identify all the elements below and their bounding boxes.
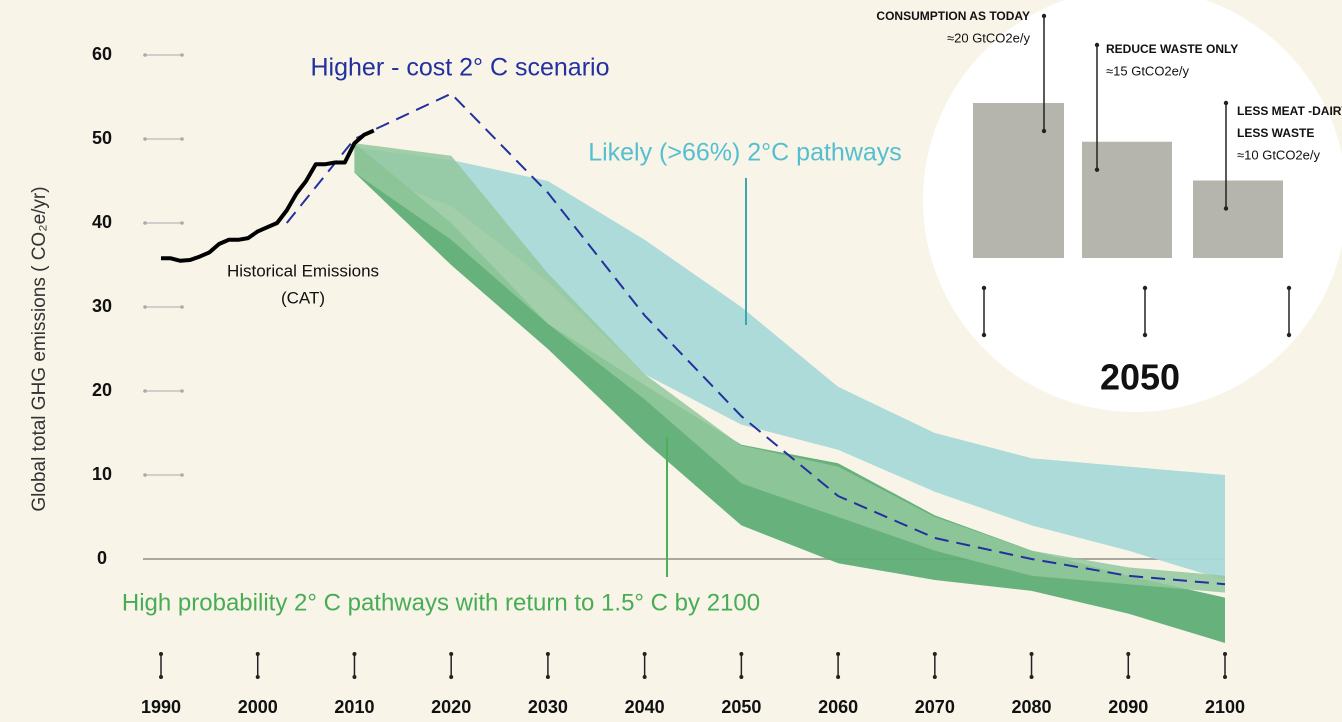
- y-tick-label: 30: [92, 296, 112, 316]
- x-tick-label: 2030: [528, 697, 568, 717]
- bar: [973, 103, 1064, 258]
- tick-dot: [1126, 675, 1131, 679]
- tick-dot: [932, 675, 937, 679]
- series-label: Higher - cost 2° C scenario: [311, 54, 610, 82]
- band-label: High probability 2° C pathways with retu…: [122, 589, 760, 616]
- tick-dot: [642, 675, 647, 679]
- pin-dot: [1223, 100, 1229, 106]
- x-tick-label: 2080: [1012, 697, 1052, 717]
- tick-dot: [180, 473, 184, 477]
- x-tick-label: 2090: [1108, 697, 1148, 717]
- tick-dot: [143, 221, 147, 225]
- tick-dot: [545, 675, 550, 679]
- tick-dot: [449, 675, 454, 679]
- y-tick-label: 60: [92, 44, 112, 64]
- tick-dot: [180, 137, 184, 141]
- tick-dot: [159, 652, 163, 656]
- tick-dot: [352, 675, 357, 679]
- x-tick-label: 2070: [915, 697, 955, 717]
- series-line: [285, 92, 1226, 586]
- x-tick-label: 2000: [238, 697, 278, 717]
- tick-dot: [1223, 652, 1227, 656]
- x-tick-label: 2100: [1205, 697, 1245, 717]
- tick-dot: [836, 675, 841, 679]
- inset-title: 2050: [1100, 357, 1180, 398]
- tick-dot: [642, 652, 647, 656]
- bar-value-label: ≈10 GtCO2e/y: [1237, 147, 1321, 162]
- tick-dot: [180, 221, 184, 225]
- tick-dot: [1126, 652, 1131, 656]
- x-tick-label: 2050: [721, 697, 761, 717]
- y-tick-label: 20: [92, 380, 112, 400]
- pin-dot: [1142, 332, 1148, 338]
- pin-dot: [1094, 42, 1100, 48]
- series-label: Historical Emissions: [227, 261, 379, 280]
- tick-dot: [180, 305, 184, 309]
- y-tick-label: 50: [92, 128, 112, 148]
- pin-dot: [1286, 332, 1292, 338]
- tick-dot: [159, 675, 163, 679]
- pin-dot: [1094, 167, 1100, 172]
- pin-dot: [981, 285, 987, 291]
- tick-dot: [545, 652, 550, 656]
- x-tick-label: 2060: [818, 697, 858, 717]
- pin-dot: [981, 332, 987, 338]
- bar: [1193, 180, 1283, 258]
- tick-dot: [143, 389, 147, 393]
- bar: [1082, 141, 1172, 258]
- series-line: [161, 128, 375, 263]
- tick-dot: [1223, 675, 1227, 679]
- tick-dot: [143, 305, 147, 309]
- bar-value-label: ≈15 GtCO2e/y: [1106, 63, 1190, 78]
- x-tick-label: 2020: [431, 697, 471, 717]
- tick-dot: [352, 652, 357, 656]
- tick-dot: [180, 53, 184, 57]
- bar-category-label: LESS MEAT -DAIRY: [1237, 104, 1342, 118]
- pin-dot: [1223, 206, 1229, 211]
- pin-dot: [1041, 128, 1047, 134]
- x-tick-label: 1990: [141, 697, 181, 717]
- band: [354, 143, 1225, 643]
- pin-dot: [1041, 13, 1047, 19]
- tick-dot: [255, 675, 260, 679]
- tick-dot: [180, 389, 184, 393]
- x-tick-label: 2040: [625, 697, 665, 717]
- bar-value-label: ≈20 GtCO2e/y: [947, 30, 1031, 45]
- bar-category-label: REDUCE WASTE ONLY: [1106, 42, 1238, 56]
- y-tick-label: 10: [92, 464, 112, 484]
- bar-category-label: CONSUMPTION AS TODAY: [876, 9, 1030, 23]
- y-axis-label: Global total GHG emissions ( CO₂e/yr): [29, 186, 50, 511]
- tick-dot: [143, 473, 147, 477]
- pin-dot: [1142, 285, 1148, 291]
- pin-dot: [1286, 285, 1292, 291]
- tick-dot: [739, 652, 744, 656]
- tick-dot: [836, 652, 841, 656]
- tick-dot: [143, 53, 147, 57]
- band-label: Likely (>66%) 2°C pathways: [588, 139, 902, 167]
- tick-dot: [1029, 675, 1034, 679]
- tick-dot: [143, 137, 147, 141]
- tick-dot: [932, 652, 937, 656]
- y-tick-label: 0: [97, 548, 107, 568]
- bar-category-label: LESS WASTE: [1237, 126, 1314, 140]
- band: [354, 147, 1225, 580]
- tick-dot: [449, 652, 454, 656]
- series-label: (CAT): [281, 288, 325, 307]
- tick-dot: [255, 652, 260, 656]
- y-tick-label: 40: [92, 212, 112, 232]
- x-tick-label: 2010: [334, 697, 374, 717]
- tick-dot: [739, 675, 744, 679]
- tick-dot: [1029, 652, 1034, 656]
- band: [354, 143, 1225, 593]
